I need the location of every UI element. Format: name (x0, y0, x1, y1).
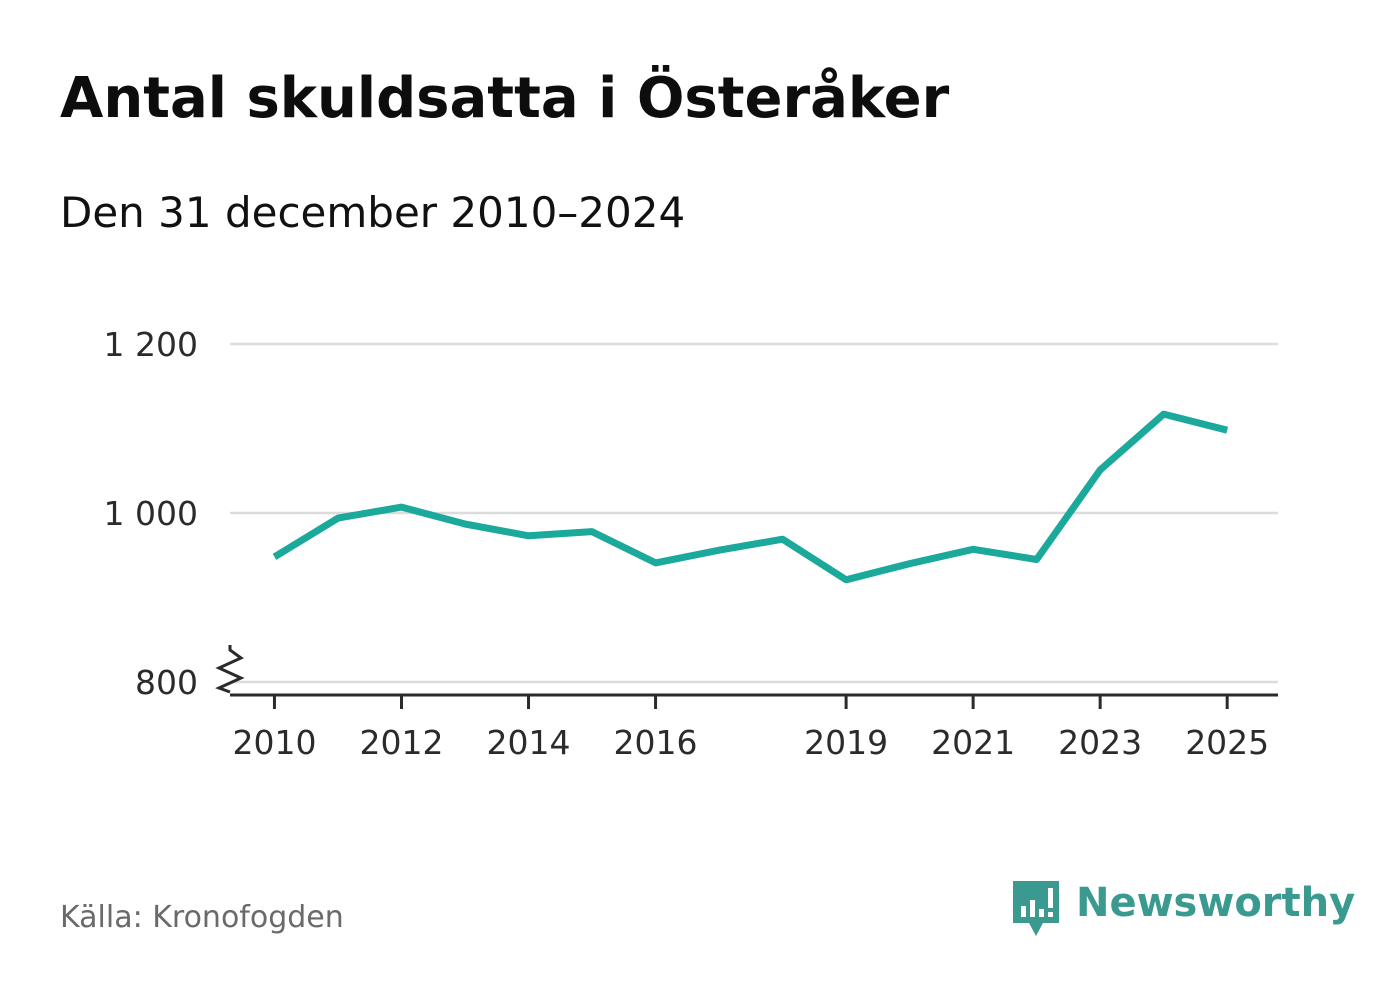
x-tick-label: 2014 (487, 723, 571, 762)
x-tick-label: 2023 (1058, 723, 1142, 762)
source-note: Källa: Kronofogden (60, 900, 344, 935)
bar-chart-speech-bubble-icon (1013, 881, 1059, 936)
axis-break-icon (215, 645, 245, 694)
series-line (272, 410, 1229, 584)
x-tick-label: 2025 (1185, 723, 1269, 762)
chart-title: Antal skuldsatta i Österåker (60, 66, 950, 131)
x-tick-label: 2010 (232, 723, 316, 762)
x-tick-label: 2021 (931, 723, 1015, 762)
y-tick-label: 1 200 (104, 325, 198, 364)
x-tick-label: 2012 (359, 723, 443, 762)
y-tick-label: 1 000 (104, 494, 198, 533)
brand-logo: Newsworthy (1010, 878, 1355, 940)
x-tick-label: 2016 (614, 723, 698, 762)
chart-subtitle: Den 31 december 2010–2024 (60, 188, 686, 237)
x-tick-label: 2019 (804, 723, 888, 762)
brand-name: Newsworthy (1076, 880, 1356, 926)
y-tick-label: 800 (135, 663, 198, 702)
